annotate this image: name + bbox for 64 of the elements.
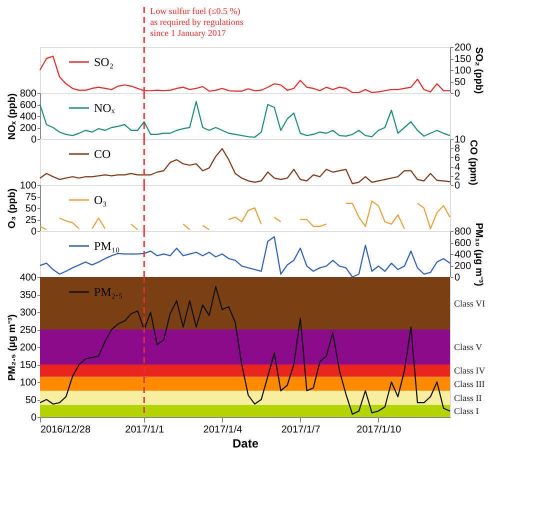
y2-tick-label: 0 — [454, 180, 460, 192]
y2-tick-label: 0 — [454, 88, 460, 100]
x-tick-label: 2017/1/4 — [203, 424, 243, 436]
y-axis-title: O₃ (ppb) — [6, 188, 18, 229]
x-tick-label: 2017/1/10 — [356, 424, 402, 436]
y2-tick-label: 150 — [454, 54, 472, 65]
band-label: Class III — [454, 378, 485, 389]
y2-tick-label: 600 — [454, 238, 472, 249]
y2-tick-label: 400 — [454, 250, 472, 260]
legend-label: O₃ — [94, 193, 107, 207]
y-tick-label: 350 — [20, 290, 37, 301]
y-axis-title: PM₂.₅ (μg m⁻³) — [6, 314, 18, 381]
y-tick-label: 100 — [20, 180, 37, 192]
legend-label: PM₂.₅ — [94, 285, 123, 299]
y2-tick-label: 800 — [454, 226, 472, 238]
y2-tick-label: 200 — [454, 42, 472, 54]
y2-tick-label: 2 — [454, 171, 460, 182]
x-tick-label: 2017/1/1 — [125, 424, 165, 436]
y2-tick-label: 4 — [454, 162, 460, 174]
line-series — [39, 236, 451, 278]
legend-label: PM₁₀ — [94, 239, 120, 253]
y-tick-label: 150 — [20, 360, 37, 371]
y-tick-label: 75 — [25, 192, 37, 203]
y2-tick-label: 50 — [454, 77, 466, 88]
y2-axis-title: PM₁₀ (μg m⁻³) — [473, 222, 484, 286]
y2-tick-label: 0 — [454, 272, 460, 284]
legend-label: NOₓ — [94, 101, 116, 115]
line-series — [39, 101, 451, 138]
y2-axis-title: CO (ppm) — [468, 140, 479, 186]
y2-tick-label: 6 — [454, 152, 460, 164]
y-axis-title: NOₓ (ppb) — [6, 93, 18, 140]
y-tick-label: 0 — [30, 226, 37, 238]
y-tick-label: 25 — [25, 215, 37, 226]
y-tick-label: 50 — [25, 204, 37, 214]
y2-tick-label: 8 — [454, 144, 460, 155]
y-tick-label: 200 — [20, 342, 37, 354]
line-series — [39, 148, 451, 184]
legend-label: CO — [94, 147, 112, 161]
x-axis-title: Date — [232, 436, 259, 450]
x-tick-label: 2017/1/7 — [281, 424, 321, 436]
y-tick-label: 300 — [20, 308, 37, 318]
band-label: Class I — [454, 406, 479, 416]
y2-axis-title: SO₂ (ppb) — [473, 47, 484, 94]
y-tick-label: 0 — [30, 412, 37, 424]
y-tick-label: 100 — [20, 378, 37, 388]
y-tick-label: 250 — [20, 325, 37, 336]
band-label: Class IV — [454, 366, 486, 376]
ref-line-label: Low sulfur fuel (≤0.5 %) as required by regulations since 1 January 2017 — [150, 6, 244, 38]
legend-label: SO₂ — [94, 55, 114, 69]
y-tick-label: 800 — [20, 88, 37, 100]
y-tick-label: 600 — [20, 100, 37, 111]
y-tick-label: 200 — [20, 123, 37, 134]
band-label: Class VI — [454, 298, 486, 308]
y2-tick-label: 10 — [454, 134, 466, 146]
y-tick-label: 0 — [30, 134, 37, 146]
y2-tick-label: 100 — [454, 66, 472, 76]
y-tick-label: 400 — [20, 112, 37, 122]
line-series — [39, 286, 451, 415]
y2-tick-label: 200 — [454, 261, 472, 272]
band-label: Class II — [454, 392, 482, 403]
y-tick-label: 50 — [25, 395, 37, 406]
x-tick-label: 2016/12/28 — [40, 424, 91, 436]
y-tick-label: 400 — [20, 272, 37, 284]
band-label: Class V — [454, 342, 483, 352]
